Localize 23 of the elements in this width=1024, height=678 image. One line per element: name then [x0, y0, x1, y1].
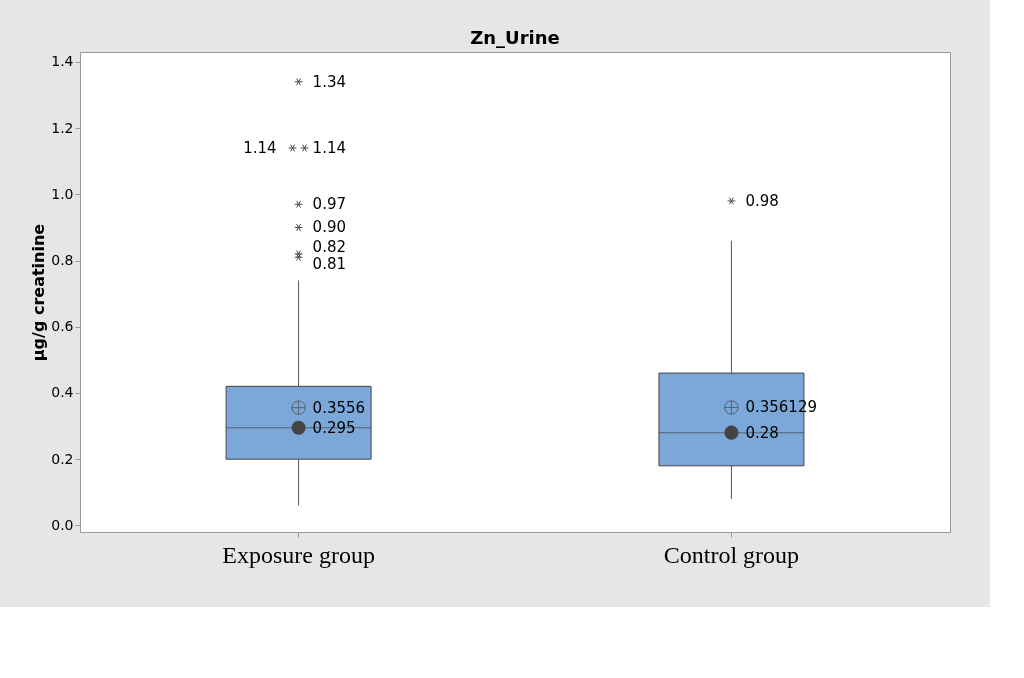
annotation: 0.97 [312, 195, 346, 214]
y-tick-label: 0.4 [51, 384, 74, 401]
y-tick-label: 0.8 [51, 252, 74, 269]
y-tick-label: 1.2 [51, 119, 74, 136]
y-tick-label: 1.4 [51, 53, 74, 70]
annotation: 0.81 [312, 255, 346, 274]
x-tick-label: Control group [663, 541, 800, 568]
annotation: 0.3556 [312, 398, 366, 417]
annotation: 0.82 [312, 237, 346, 256]
x-tick-label: Exposure group [222, 541, 375, 568]
annotation: 1.14 [243, 139, 277, 157]
annotation: 0.295 [312, 418, 356, 437]
chart-title: Zn_Urine [470, 27, 560, 48]
y-axis-title: µg/g creatinine [29, 223, 49, 362]
annotation: 1.34 [312, 72, 346, 91]
y-tick-label: 0.0 [51, 516, 74, 533]
y-tick-label: 1.0 [51, 185, 74, 202]
y-tick-label: 0.2 [51, 450, 74, 467]
annotation: 0.98 [745, 191, 779, 210]
annotation: 0.28 [745, 423, 779, 442]
y-tick-label: 0.6 [51, 318, 74, 335]
annotation: 1.14 [312, 139, 346, 157]
annotation: 0.90 [312, 218, 346, 237]
